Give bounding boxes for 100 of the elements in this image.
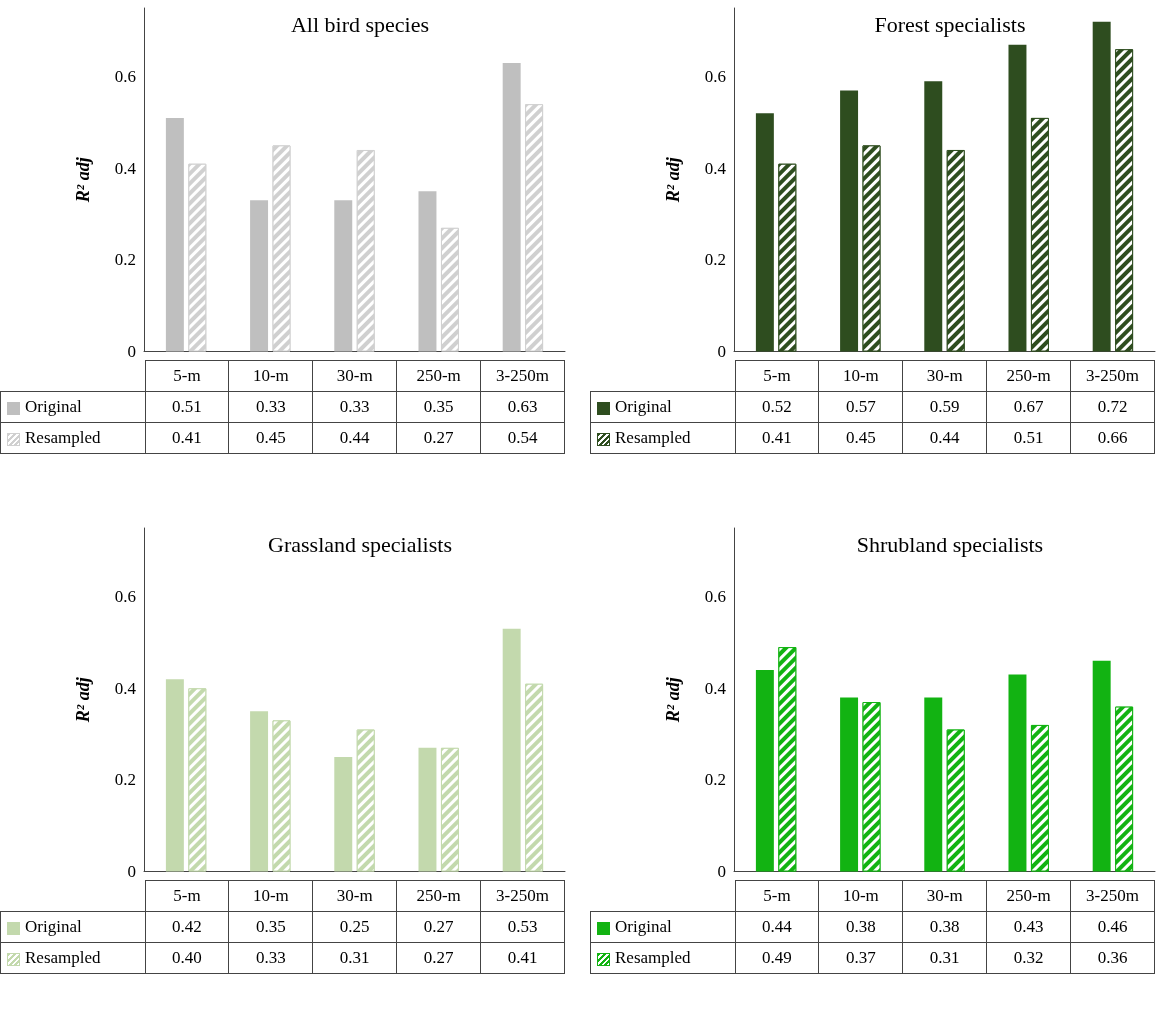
data-label: 0.51 (145, 391, 229, 423)
bar (250, 200, 269, 352)
bar (334, 200, 353, 352)
x-tick-label: 3-250m (480, 880, 565, 912)
chart-title: Grassland specialists (268, 531, 452, 557)
y-tick-label: 0 (127, 342, 136, 361)
data-label: 0.41 (145, 422, 229, 454)
data-label: 0.63 (480, 391, 565, 423)
data-label: 0.35 (396, 391, 481, 423)
data-label: 0.33 (312, 391, 397, 423)
x-tick-label: 250-m (986, 360, 1071, 392)
data-label: 0.41 (480, 942, 565, 974)
x-tick-label: 10-m (228, 880, 313, 912)
y-tick-label: 0.6 (114, 587, 136, 607)
bar (924, 697, 943, 872)
data-label: 0.38 (902, 911, 987, 943)
x-tick-label: 3-250m (1070, 880, 1155, 912)
chart-title: All bird species (290, 11, 430, 37)
x-tick-label: 5-m (145, 360, 229, 392)
y-tick-label: 0 (717, 862, 726, 881)
legend-label: Resampled (0, 422, 145, 454)
y-tick-label: 0.2 (704, 770, 726, 790)
y-tick-label: 0 (127, 862, 136, 881)
data-label: 0.66 (1070, 422, 1155, 454)
bar (418, 747, 437, 872)
data-label: 0.46 (1070, 911, 1155, 943)
y-axis-title: R² adj (73, 156, 93, 204)
y-tick-label: 0.6 (704, 587, 726, 607)
y-tick-label: 0.6 (114, 67, 136, 87)
data-label: 0.25 (312, 911, 397, 943)
data-label: 0.41 (735, 422, 819, 454)
x-tick-label: 3-250m (1070, 360, 1155, 392)
data-label: 0.38 (818, 911, 903, 943)
bar (165, 679, 184, 872)
y-tick-label: 0.6 (704, 67, 726, 87)
bar (755, 669, 774, 872)
data-label: 0.31 (312, 942, 397, 974)
data-label: 0.49 (735, 942, 819, 974)
x-tick-label: 10-m (818, 880, 903, 912)
data-label: 0.33 (228, 391, 313, 423)
x-tick-label: 3-250m (480, 360, 565, 392)
y-tick-label: 0.4 (114, 678, 137, 698)
y-tick-label: 0.2 (704, 250, 726, 270)
data-label: 0.37 (818, 942, 903, 974)
data-label: 0.27 (396, 911, 481, 943)
data-label: 0.44 (312, 422, 397, 454)
data-label: 0.72 (1070, 391, 1155, 423)
data-label: 0.52 (735, 391, 819, 423)
bar (840, 697, 859, 872)
bar (502, 628, 521, 872)
y-tick-label: 0.2 (114, 770, 136, 790)
data-label: 0.54 (480, 422, 565, 454)
y-tick-label: 0 (717, 342, 726, 361)
data-label: 0.31 (902, 942, 987, 974)
bar (1092, 21, 1111, 352)
data-label: 0.33 (228, 942, 313, 974)
bar (1008, 674, 1027, 872)
y-tick-label: 0.4 (704, 158, 727, 178)
bar (502, 62, 521, 352)
x-tick-label: 5-m (735, 880, 819, 912)
data-label: 0.59 (902, 391, 987, 423)
data-label: 0.57 (818, 391, 903, 423)
y-axis-title: R² adj (663, 156, 683, 204)
data-label: 0.27 (396, 422, 481, 454)
data-label: 0.42 (145, 911, 229, 943)
y-tick-label: 0.4 (114, 158, 137, 178)
x-tick-label: 10-m (818, 360, 903, 392)
legend-label: Resampled (590, 422, 735, 454)
x-tick-label: 30-m (902, 360, 987, 392)
data-label: 0.35 (228, 911, 313, 943)
data-label: 0.51 (986, 422, 1071, 454)
y-axis-title: R² adj (73, 676, 93, 724)
bar (755, 113, 774, 352)
data-label: 0.44 (735, 911, 819, 943)
legend-label: Original (590, 391, 735, 423)
data-label: 0.40 (145, 942, 229, 974)
bar (165, 117, 184, 352)
legend-label: Original (590, 911, 735, 943)
legend-label: Resampled (590, 942, 735, 974)
x-tick-label: 250-m (396, 360, 481, 392)
legend-label: Resampled (0, 942, 145, 974)
x-tick-label: 30-m (312, 880, 397, 912)
data-label: 0.44 (902, 422, 987, 454)
x-tick-label: 10-m (228, 360, 313, 392)
x-tick-label: 5-m (735, 360, 819, 392)
y-axis-title: R² adj (663, 676, 683, 724)
bar (1092, 660, 1111, 872)
y-tick-label: 0.2 (114, 250, 136, 270)
data-label: 0.53 (480, 911, 565, 943)
bar (924, 81, 943, 352)
data-label: 0.45 (228, 422, 313, 454)
data-label: 0.32 (986, 942, 1071, 974)
bar (418, 191, 437, 352)
x-tick-label: 30-m (902, 880, 987, 912)
bar (840, 90, 859, 352)
data-label: 0.43 (986, 911, 1071, 943)
data-label: 0.45 (818, 422, 903, 454)
legend-label: Original (0, 391, 145, 423)
x-tick-label: 5-m (145, 880, 229, 912)
legend-label: Original (0, 911, 145, 943)
